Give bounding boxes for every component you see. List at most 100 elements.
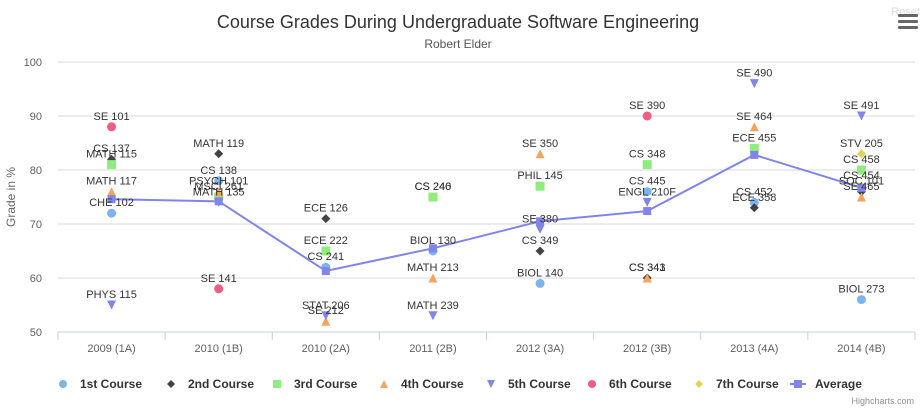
data-label: CHE 102 — [89, 197, 134, 209]
scatter-point — [107, 160, 117, 170]
data-label: SE 465 — [843, 181, 879, 193]
x-tick-label: 2010 (2A) — [302, 343, 350, 355]
legend-marker-icon — [588, 380, 596, 388]
x-tick-label: 2012 (3B) — [623, 343, 671, 355]
legend-item[interactable]: 5th Course — [487, 377, 571, 391]
credits-link[interactable]: Highcharts.com — [851, 396, 914, 406]
scatter-point — [856, 149, 866, 159]
legend-item[interactable]: 6th Course — [588, 377, 672, 391]
scatter-point — [642, 273, 652, 283]
legend-marker-icon — [380, 380, 388, 388]
data-label: SE 141 — [201, 273, 237, 285]
legend-item[interactable]: 4th Course — [380, 377, 464, 391]
scatter-point — [321, 311, 331, 321]
legend-item[interactable]: Average — [790, 377, 862, 391]
legend-label: 5th Course — [508, 377, 571, 391]
scatter-point — [107, 187, 117, 197]
y-tick-label: 70 — [30, 219, 42, 231]
scatter-point — [321, 246, 331, 256]
y-tick-label: 60 — [30, 273, 42, 285]
data-label: SE 464 — [736, 111, 772, 123]
scatter-point — [642, 187, 652, 197]
x-tick-label: 2009 (1A) — [87, 343, 135, 355]
scatter-point — [535, 246, 545, 256]
data-label: CS 343 — [629, 262, 666, 274]
scatter-point — [856, 295, 866, 305]
data-label: SE 380 — [522, 213, 558, 225]
legend-marker-icon — [167, 380, 175, 388]
scatter-point — [856, 165, 866, 175]
scatter-point — [321, 214, 331, 224]
y-tick-label: 90 — [30, 111, 42, 123]
data-label: SE 350 — [522, 138, 558, 150]
scatter-point — [214, 176, 224, 186]
data-label: SE 101 — [94, 111, 130, 123]
scatter-point — [535, 224, 545, 234]
legend-label: 2nd Course — [188, 377, 254, 391]
data-label: PSYCH 101 — [189, 176, 248, 188]
data-label: MATH 117 — [86, 176, 137, 188]
average-point — [857, 183, 866, 192]
data-label: STV 205 — [840, 138, 883, 150]
scatter-point — [642, 160, 652, 170]
data-label: ECE 126 — [304, 203, 348, 215]
y-tick-label: 50 — [30, 327, 42, 339]
data-label: CS 137 — [93, 143, 130, 155]
legend-item[interactable]: 2nd Course — [167, 377, 254, 391]
average-point — [214, 197, 223, 206]
data-label: SOC 101 — [839, 176, 884, 188]
average-point — [107, 195, 116, 204]
x-tick-label: 2012 (3A) — [516, 343, 564, 355]
legend-item[interactable]: 3rd Course — [273, 377, 358, 391]
data-label: SE 490 — [736, 68, 772, 80]
scatter-point — [428, 192, 438, 202]
scatter-point — [535, 278, 545, 288]
scatter-point — [428, 311, 438, 321]
legend-item[interactable]: 1st Course — [59, 377, 142, 391]
data-label: ECE 222 — [304, 235, 348, 247]
chart-subtitle: Robert Elder — [424, 37, 491, 51]
legend-item[interactable]: 7th Course — [695, 377, 779, 391]
legend-label: 1st Course — [80, 377, 142, 391]
data-label: CS 349 — [522, 235, 559, 247]
scatter-point — [749, 197, 759, 207]
legend-marker-icon — [695, 380, 703, 388]
hamburger-menu-icon[interactable] — [898, 14, 918, 30]
scatter-point — [214, 149, 224, 159]
scatter-point — [107, 300, 117, 310]
average-point — [643, 207, 652, 216]
average-point — [428, 244, 437, 253]
data-label: CS 138 — [200, 165, 237, 177]
legend-marker-icon — [59, 380, 67, 388]
average-point — [536, 217, 545, 226]
x-tick-label: 2010 (1B) — [195, 343, 243, 355]
data-label: BIOL 273 — [838, 284, 884, 296]
data-label: CS 241 — [307, 251, 344, 263]
data-label: CS 454 — [843, 170, 880, 182]
scatter-point — [321, 316, 331, 326]
data-label: SE 491 — [843, 100, 879, 112]
data-label: STAT 206 — [302, 300, 350, 312]
data-label: CS 341 — [629, 262, 666, 274]
average-point — [321, 266, 330, 275]
scatter-point — [749, 79, 759, 89]
data-label: MATH 213 — [407, 262, 459, 274]
scatter-point — [749, 122, 759, 132]
legend-label: Average — [815, 377, 862, 391]
scatter-point — [642, 197, 652, 207]
scatter-point — [214, 284, 224, 294]
legend-marker-icon — [487, 380, 495, 388]
data-label: MATH 119 — [193, 138, 244, 150]
legend-label: 6th Course — [609, 377, 672, 391]
data-label: PHIL 145 — [517, 170, 562, 182]
data-label: BIOL 140 — [517, 267, 563, 279]
data-label: CS 246 — [415, 181, 452, 193]
x-tick-label: 2011 (2B) — [409, 343, 457, 355]
data-label: CS 452 — [736, 186, 773, 198]
scatter-point — [214, 192, 224, 202]
legend-label: 3rd Course — [294, 377, 358, 391]
average-point — [750, 150, 759, 159]
x-tick-label: 2013 (4A) — [730, 343, 778, 355]
scatter-point — [107, 208, 117, 218]
